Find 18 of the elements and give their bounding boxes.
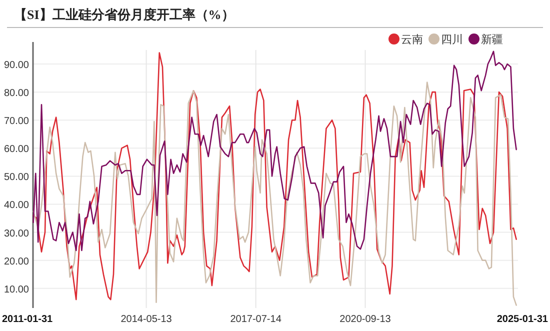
x-tick-label: 2020-09-13 [340,314,392,325]
y-tick-label: 50.00 [4,172,30,184]
x-tick-label: 2011-01-31 [2,314,54,325]
chart-title: 【SI】工业硅分省份月度开工率（%） [14,7,234,22]
y-tick-label: 70.00 [4,116,30,128]
x-tick-label: 2017-07-14 [230,314,282,325]
y-tick-label: 10.00 [4,284,30,296]
y-tick-label: 90.00 [4,60,30,72]
x-tick-label: 2014-05-13 [120,314,172,325]
x-tick-label: 2025-01-31 [496,314,548,325]
legend-label: 四川 [441,33,463,46]
legend-label: 新疆 [481,33,503,46]
y-tick-label: 30.00 [4,228,30,240]
y-tick-label: 80.00 [4,88,30,100]
legend-label: 云南 [401,33,423,46]
y-tick-label: 40.00 [4,200,30,212]
y-tick-label: 20.00 [4,256,30,268]
y-tick-label: 60.00 [4,144,30,156]
